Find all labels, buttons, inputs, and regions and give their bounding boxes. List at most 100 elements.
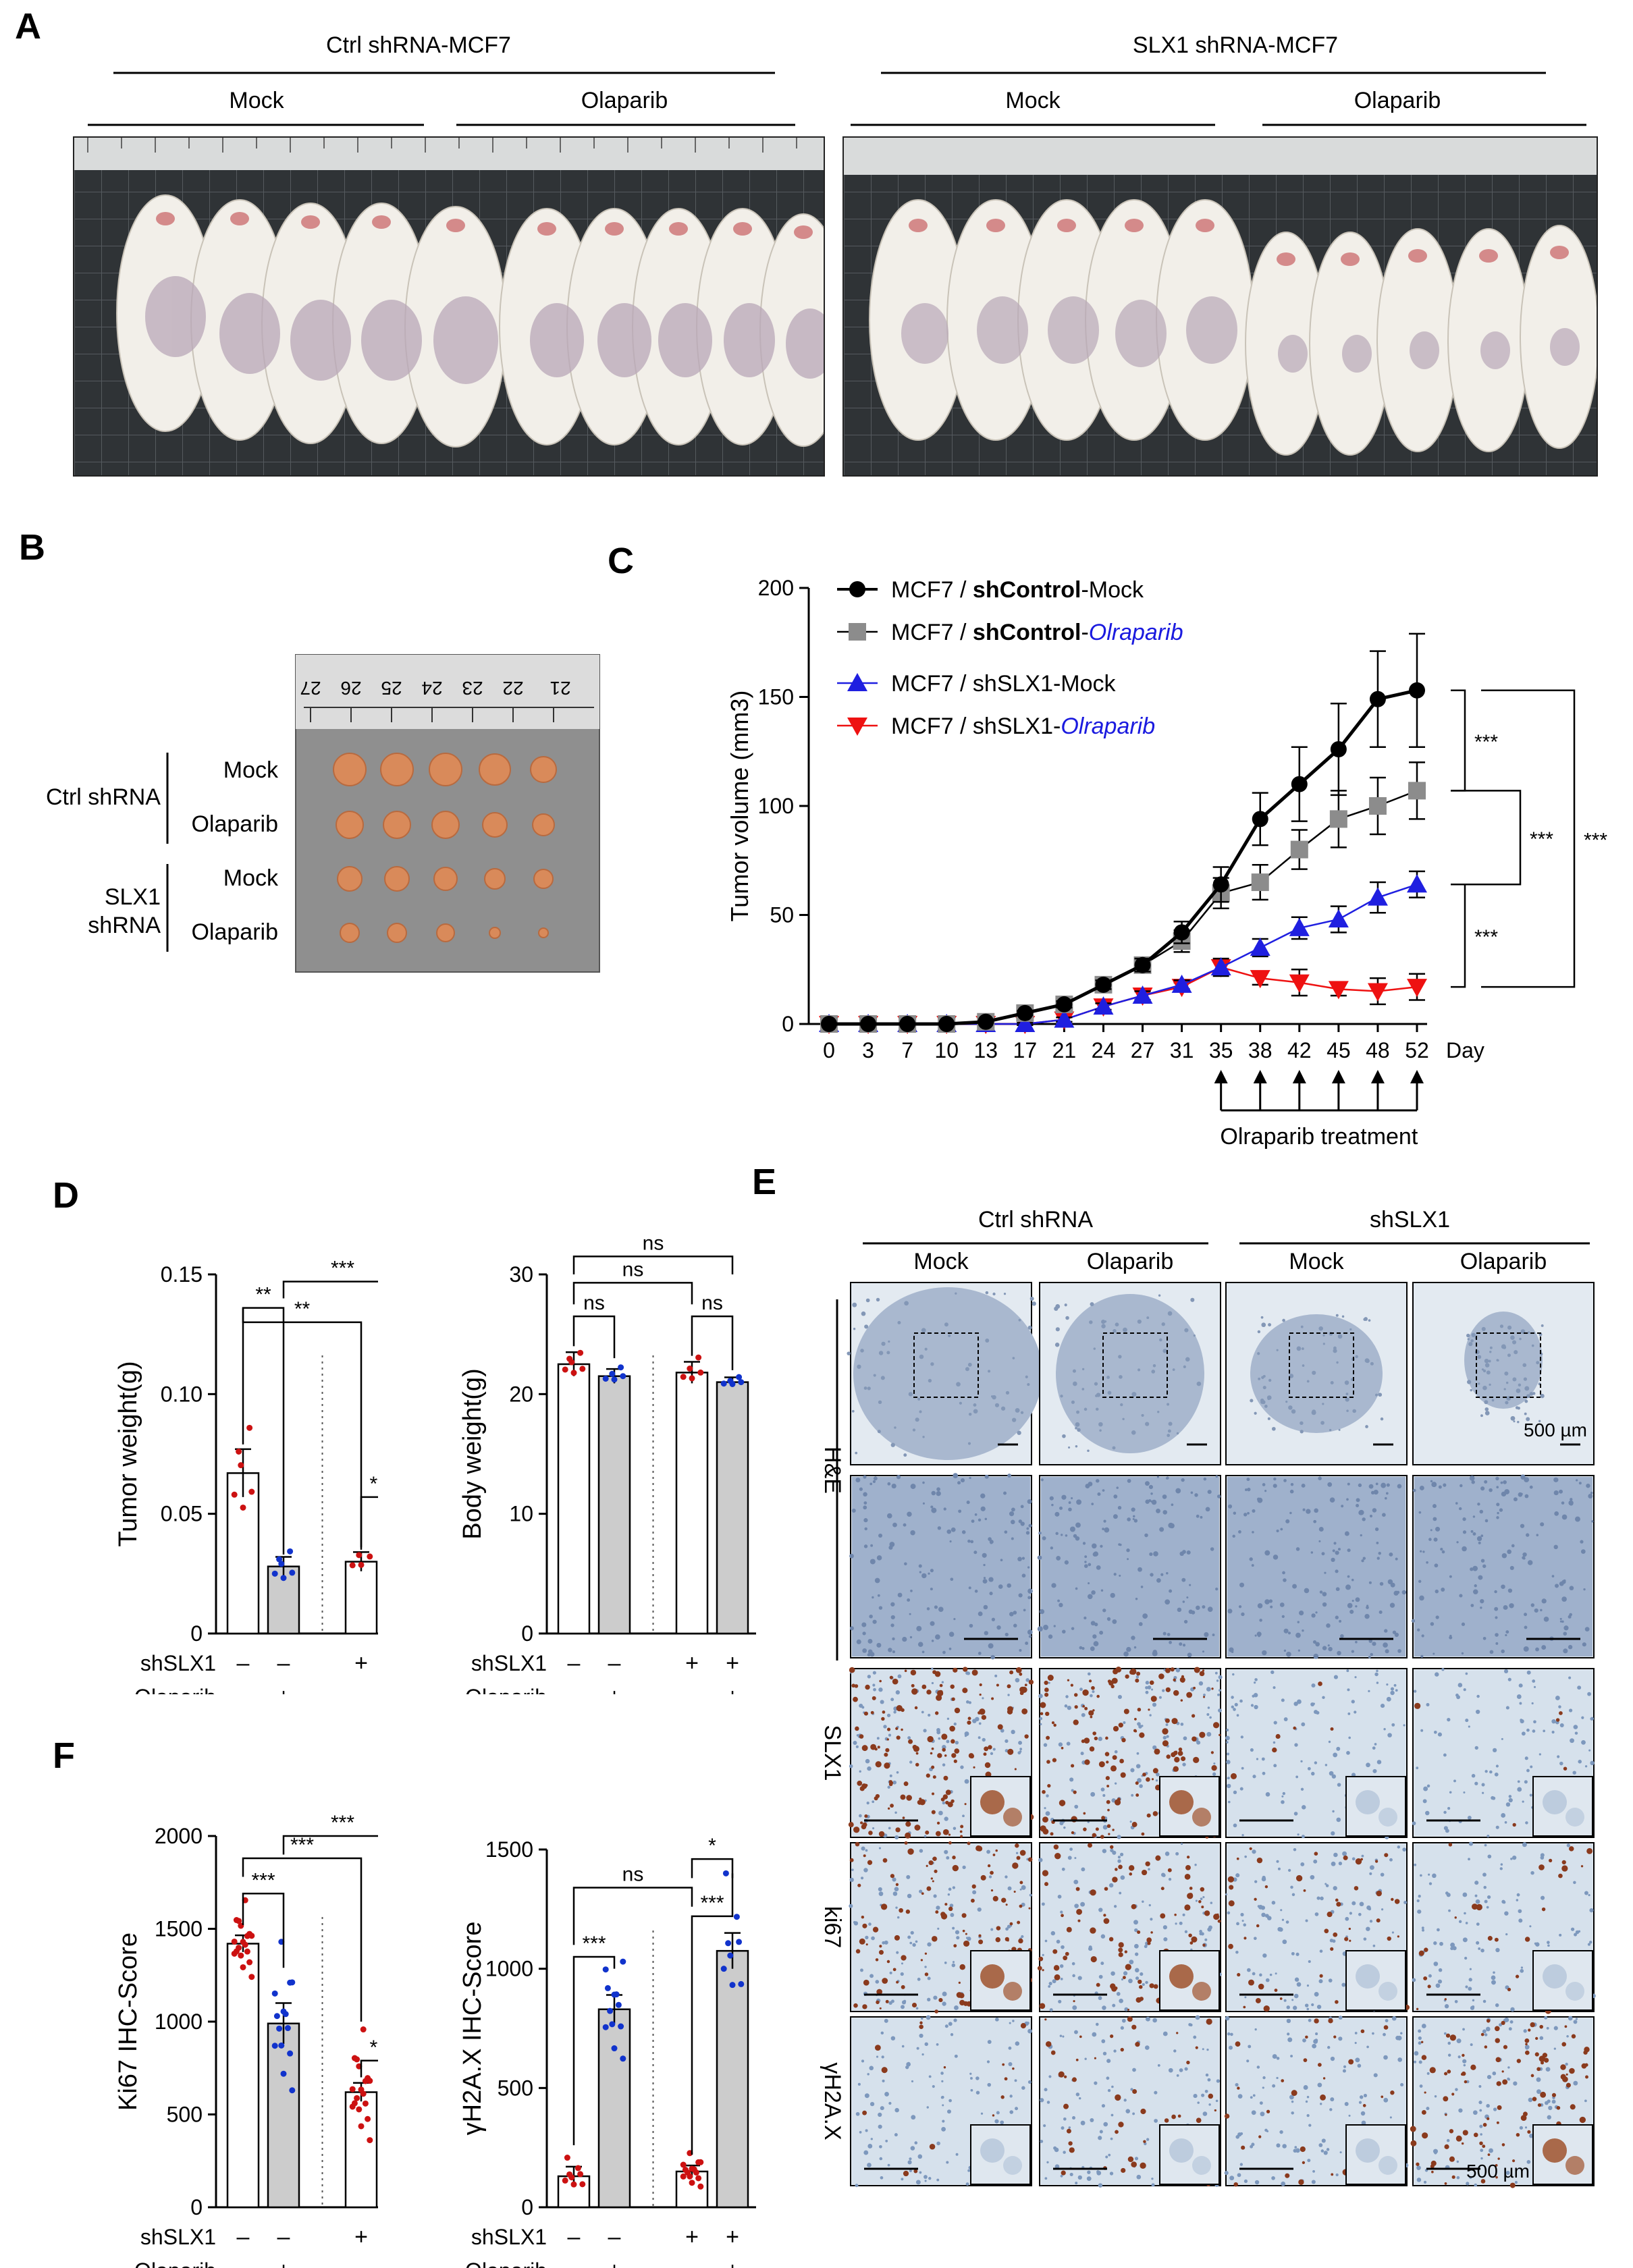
tissue-speck: [1196, 1605, 1200, 1611]
tissue-speck: [939, 1683, 943, 1688]
tissue-speck: [1299, 1611, 1304, 1616]
tissue-speck: [848, 1822, 854, 1828]
tissue-speck: [1094, 1382, 1098, 1386]
tissue-speck: [1419, 1595, 1424, 1601]
tissue-speck: [1069, 1526, 1075, 1532]
tissue-speck: [1167, 1429, 1171, 1433]
tissue-speck: [849, 1904, 853, 1908]
tissue-speck: [1007, 1748, 1014, 1755]
tissue-speck: [1462, 1530, 1467, 1534]
data-dot: [566, 1355, 573, 1362]
tissue-speck: [1559, 1581, 1564, 1586]
tissue-speck: [1474, 1349, 1480, 1355]
tissue-speck: [1524, 2126, 1528, 2129]
tissue-speck: [1020, 2023, 1026, 2029]
tissue-speck: [1526, 1394, 1530, 1399]
tissue-speck: [948, 2022, 953, 2026]
tissue-speck: [885, 1748, 890, 1752]
tissue-speck: [959, 1830, 963, 1833]
tissue-speck: [1134, 1943, 1139, 1949]
tissue-speck: [1484, 1899, 1488, 1904]
tissue-speck: [1173, 1690, 1179, 1696]
tissue-speck: [909, 2169, 912, 2173]
tissue-speck: [1368, 1484, 1374, 1489]
tissue-speck: [1113, 2049, 1117, 2053]
tissue-speck: [1320, 2103, 1322, 2105]
tissue-speck: [1042, 1953, 1044, 1956]
tissue-speck: [872, 1671, 876, 1675]
tissue-speck: [1441, 1588, 1445, 1592]
tissue-speck: [1325, 1884, 1329, 1887]
tissue-speck: [1236, 1857, 1239, 1860]
data-dot: [271, 1570, 278, 1577]
zoom-box: [1102, 1332, 1168, 1398]
data-dot: [680, 2173, 687, 2180]
tissue-speck: [1074, 1904, 1079, 1908]
tissue-speck: [949, 1725, 955, 1732]
tissue-speck: [890, 1804, 894, 1808]
tissue-speck: [1135, 1764, 1141, 1769]
tissue-speck: [1505, 1401, 1509, 1405]
tissue-speck: [1144, 1945, 1148, 1949]
tissue-speck: [1495, 2164, 1498, 2167]
tissue-speck: [1465, 1719, 1469, 1723]
tissue-speck: [1418, 1950, 1424, 1956]
tissue-speck: [936, 2141, 940, 2146]
y-axis-title: γH2A.X IHC-Score: [458, 1922, 487, 2136]
tissue-speck: [861, 1915, 865, 1919]
data-dot: [736, 1374, 743, 1380]
tissue-speck: [1495, 1764, 1499, 1768]
tissue-speck: [1281, 1698, 1285, 1702]
tissue-speck: [1079, 1688, 1083, 1692]
tissue-speck: [1081, 1867, 1086, 1872]
significance-bracket: ***: [1451, 689, 1498, 792]
tissue-speck: [1520, 1492, 1523, 1496]
tissue-speck: [876, 1642, 882, 1648]
legend-entry: MCF7 / shControl-Mock: [891, 577, 1144, 603]
tissue-speck: [1401, 1590, 1407, 1595]
tissue-speck: [1132, 2068, 1136, 2072]
tissue-speck: [893, 1710, 896, 1714]
tissue-speck: [1116, 1486, 1119, 1489]
tissue-speck: [1181, 1478, 1185, 1482]
tissue-speck: [1369, 1920, 1373, 1923]
tissue-speck: [1019, 1881, 1023, 1885]
tissue-speck: [1239, 2163, 1243, 2166]
tissue-speck: [947, 1802, 953, 1808]
tissue-speck: [1389, 1858, 1393, 1862]
tissue-speck: [1018, 1593, 1023, 1598]
tissue-speck: [1471, 1480, 1475, 1484]
tissue-speck: [1110, 2113, 1114, 2117]
tissue-speck: [1027, 1325, 1032, 1330]
tissue-speck: [1108, 2153, 1111, 2157]
tissue-speck: [1463, 1791, 1466, 1793]
tissue-speck: [1397, 2035, 1402, 2041]
significance-label: ns: [622, 1864, 644, 1886]
tissue-speck: [1276, 1529, 1279, 1533]
data-dot: [738, 1980, 745, 1987]
tissue-speck: [1486, 1906, 1489, 1909]
tissue-speck: [1202, 2048, 1204, 2051]
tissue-speck: [1503, 2045, 1508, 2049]
tissue-speck: [1489, 1383, 1491, 1386]
tissue-speck: [852, 1302, 857, 1307]
x-tick-label: 42: [1287, 1038, 1312, 1062]
tissue-speck: [1286, 2005, 1290, 2009]
data-dot: [248, 1974, 255, 1980]
tissue-speck: [1302, 1364, 1305, 1367]
tissue-speck: [1480, 1486, 1485, 1491]
olaparib-sign: –: [568, 2258, 581, 2268]
tissue-speck: [962, 1688, 968, 1694]
tissue-speck: [1044, 1680, 1048, 1685]
tissue-speck: [1146, 1813, 1151, 1818]
tissue-speck: [938, 1606, 944, 1612]
tissue-speck: [942, 1748, 946, 1752]
tissue-speck: [1570, 1927, 1575, 1931]
tissue-speck: [1455, 2088, 1458, 2091]
tissue-speck: [921, 1684, 927, 1690]
tissue-speck: [1137, 1930, 1141, 1935]
tissue-speck: [901, 2000, 907, 2005]
bar: [597, 2008, 631, 2209]
tissue-speck: [1386, 1696, 1391, 1702]
tissue-speck: [1470, 1530, 1474, 1533]
